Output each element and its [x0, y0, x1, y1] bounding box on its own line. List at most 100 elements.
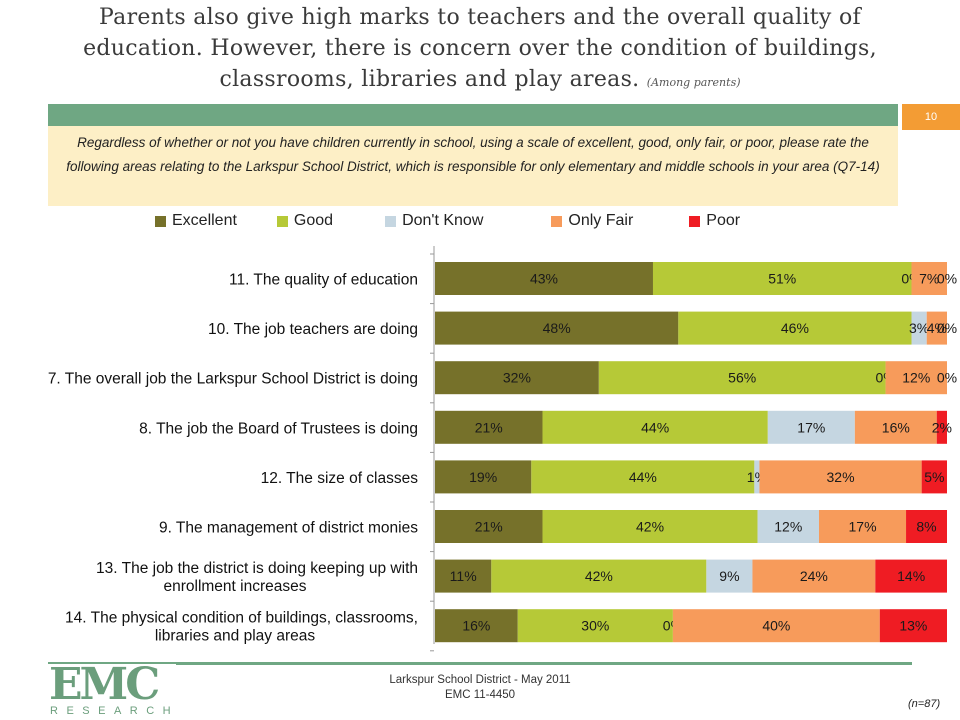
category-label: 14. The physical condition of buildings,… [65, 610, 418, 627]
legend-swatch-excellent [155, 215, 166, 227]
bar-data-label: 11% [450, 568, 477, 584]
bar-segment [491, 559, 707, 593]
legend-item-dont-know: Don't Know [385, 212, 483, 230]
bar-data-label: 16% [882, 419, 910, 435]
bar-data-label: 0% [937, 271, 957, 287]
bar-data-label: 7% [919, 271, 939, 287]
bar-data-label: 12% [902, 370, 930, 386]
category-label: 10. The job teachers are doing [208, 321, 418, 338]
footer-divider [48, 662, 912, 665]
category-label: 8. The job the Board of Trustees is doin… [139, 420, 418, 437]
bar-segment [542, 510, 758, 543]
legend-label-poor: Poor [706, 212, 741, 229]
sample-size: (n=87) [908, 698, 941, 710]
bar-segment [854, 410, 937, 444]
bar-data-label: 2% [932, 419, 952, 435]
bar-segment [759, 460, 922, 494]
bar-segment [652, 262, 912, 295]
bar-segment [906, 510, 947, 543]
category-label: 11. The quality of education [229, 272, 418, 289]
bar-data-label: 48% [543, 320, 571, 336]
bar-segment [435, 609, 518, 643]
bar-data-label: 32% [503, 370, 531, 386]
bar-segment [754, 460, 760, 494]
bar-data-label: 0% [937, 370, 957, 386]
bar-data-label: 40% [762, 618, 790, 634]
bar-data-label: 12% [774, 519, 802, 535]
bar-segment [435, 510, 543, 543]
legend-item-poor: Poor [689, 212, 740, 230]
legend-label-only-fair: Only Fair [568, 212, 634, 229]
legend-label-dont-know: Don't Know [402, 212, 484, 229]
bar-segment [542, 410, 768, 444]
title-note: (Among parents) [646, 76, 741, 89]
bar-data-label: 51% [768, 271, 796, 287]
page-number: 10 [902, 104, 960, 130]
slide-title: Parents also give high marks to teachers… [0, 2, 960, 98]
bar-segment [757, 510, 819, 543]
footer-line-1: Larkspur School District - May 2011 [389, 674, 571, 686]
footer-line-2: EMC 11-4450 [444, 689, 516, 701]
bar-data-label: 14% [897, 568, 925, 584]
bar-data-label: 44% [641, 419, 669, 435]
bar-segment [879, 609, 947, 643]
legend-swatch-dont-know [385, 215, 397, 227]
bar-segment [672, 609, 880, 643]
legend-swatch-good [276, 215, 288, 227]
bar-segment [885, 361, 947, 395]
bar-data-label: 5% [924, 469, 944, 485]
bar-segment [911, 311, 927, 345]
legend-item-only-fair: Only Fair [551, 212, 633, 230]
bar-segment [752, 559, 876, 593]
bar-data-label: 3% [909, 320, 929, 336]
bar-data-label: 56% [728, 370, 756, 386]
bar-segment [678, 311, 912, 345]
legend-swatch-only-fair [551, 215, 563, 227]
bar-data-label: 21% [475, 519, 503, 535]
bar-data-label: 32% [827, 469, 855, 485]
bar-segment [435, 410, 543, 444]
bar-data-label: 46% [781, 320, 809, 336]
chart-legend: Excellent Good Don't Know Only Fair Poor [155, 209, 780, 233]
legend-label-good: Good [293, 212, 334, 229]
bar-data-label: 9% [719, 568, 739, 584]
bar-data-label: 8% [916, 519, 936, 535]
bar-data-label: 30% [581, 618, 609, 634]
bar-segment [531, 460, 755, 494]
footer: Larkspur School District - May 2011 EMC … [330, 673, 630, 703]
bar-segment [936, 410, 947, 444]
bar-data-label: 42% [636, 519, 664, 535]
category-label: 7. The overall job the Larkspur School D… [48, 371, 418, 388]
bar-segment [517, 609, 673, 643]
question-text: Regardless of whether or not you have ch… [48, 126, 898, 206]
category-label: 9. The management of district monies [159, 520, 418, 537]
bar-segment [598, 361, 886, 395]
logo-letters: EMC [49, 664, 158, 710]
bar-data-label: 21% [475, 419, 503, 435]
bar-data-label: 17% [797, 419, 825, 435]
bar-data-label: 44% [629, 469, 657, 485]
bar-segment [926, 311, 947, 345]
bar-segment [435, 361, 599, 395]
legend-item-good: Good [276, 212, 334, 230]
bar-segment [435, 559, 492, 593]
category-label: libraries and play areas [155, 628, 316, 645]
bar-data-label: 4% [927, 320, 947, 336]
bar-data-label: 16% [462, 618, 490, 634]
emc-research-logo: EMC RESEARCH [46, 664, 176, 716]
bar-segment [435, 311, 679, 345]
bar-segment [921, 460, 947, 494]
legend-label-excellent: Excellent [172, 212, 237, 229]
bar-data-label: 17% [849, 519, 877, 535]
header-bar [48, 104, 898, 126]
legend-item-excellent: Excellent [155, 212, 237, 230]
bar-segment [875, 559, 947, 593]
bar-data-label: 13% [899, 618, 927, 634]
bar-segment [767, 410, 855, 444]
bar-data-label: 0% [937, 320, 957, 336]
title-line-1: Parents also give high marks to teachers… [99, 5, 861, 30]
title-line-3: classrooms, libraries and play areas. [219, 67, 640, 92]
bar-segment [435, 262, 653, 295]
bar-data-label: 42% [585, 568, 613, 584]
